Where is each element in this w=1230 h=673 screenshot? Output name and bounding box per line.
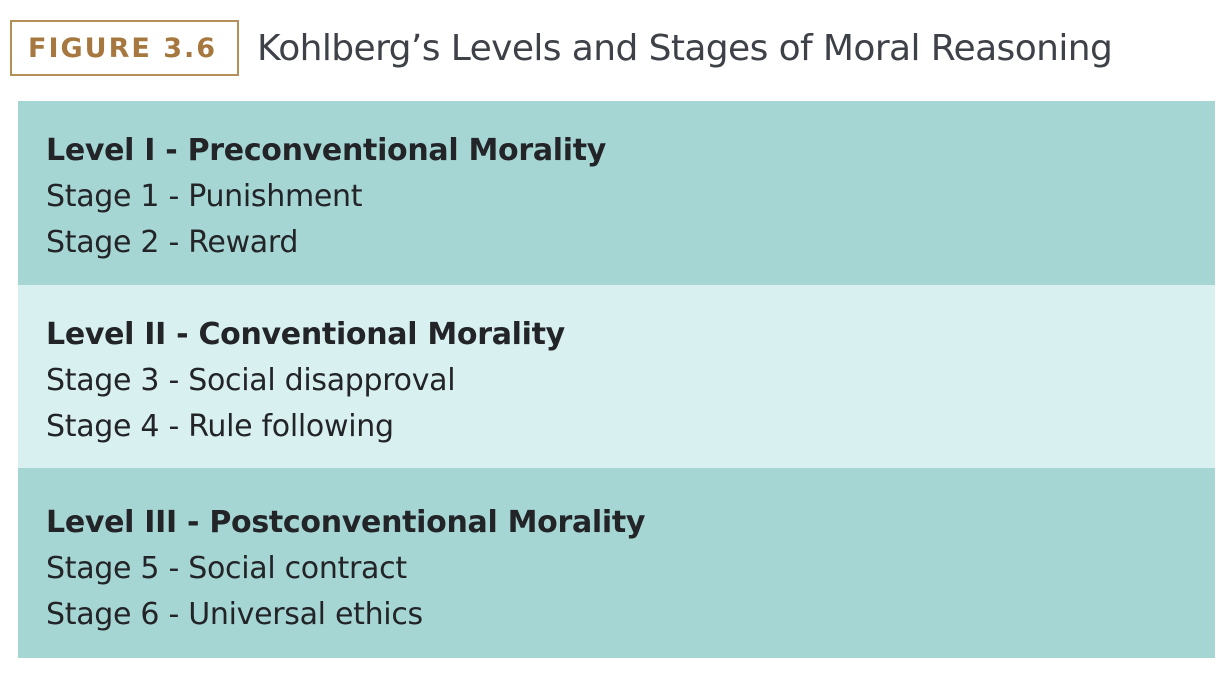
levels-table: Level I - Preconventional Morality Stage… [18,101,1215,658]
stage-6-label: Stage 6 - Universal ethics [46,597,423,632]
level-2-band: Level II - Conventional Morality Stage 3… [18,285,1215,468]
stage-4-label: Stage 4 - Rule following [46,409,394,444]
level-2-heading: Level II - Conventional Morality [46,317,565,352]
level-3-band: Level III - Postconventional Morality St… [18,468,1215,658]
level-1-heading: Level I - Preconventional Morality [46,133,607,168]
stage-2-label: Stage 2 - Reward [46,225,299,260]
figure-label: FIGURE 3.6 [10,20,240,76]
figure-header: FIGURE 3.6 Kohlberg’s Levels and Stages … [10,18,1113,78]
figure-title: Kohlberg’s Levels and Stages of Moral Re… [257,27,1113,69]
level-1-band: Level I - Preconventional Morality Stage… [18,101,1215,285]
stage-1-label: Stage 1 - Punishment [46,179,363,214]
stage-3-label: Stage 3 - Social disapproval [46,363,456,398]
level-3-heading: Level III - Postconventional Morality [46,505,646,540]
stage-5-label: Stage 5 - Social contract [46,551,407,586]
